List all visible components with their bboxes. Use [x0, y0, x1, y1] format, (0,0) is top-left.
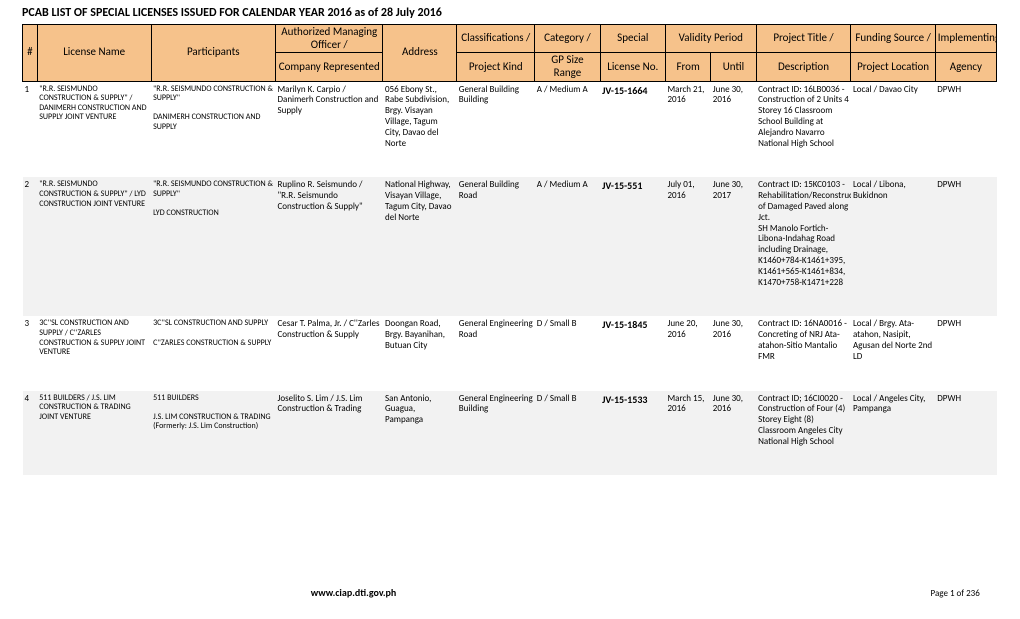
col-fund-top: Funding Source / [851, 25, 935, 53]
col-from: From [665, 53, 710, 81]
cell-special-license: JV-15-1533 [600, 391, 665, 476]
page-title: PCAB LIST OF SPECIAL LICENSES ISSUED FOR… [22, 6, 998, 20]
table-row: 1"R.R. SEISMUNDO CONSTRUCTION & SUPPLY" … [23, 81, 997, 177]
table-body: 1"R.R. SEISMUNDO CONSTRUCTION & SUPPLY" … [23, 81, 997, 475]
col-address: Address [383, 25, 457, 82]
col-special-top: Special [600, 25, 665, 53]
cell-special-license: JV-15-1845 [600, 316, 665, 390]
cell-participants: 3C''SL CONSTRUCTION AND SUPPLY C''ZARLES… [151, 316, 275, 390]
cell-participants: "R.R. SEISMUNDO CONSTRUCTION & SUPPLY" D… [151, 81, 275, 177]
cell-until: June 30, 2016 [711, 391, 756, 476]
cell-agency: DPWH [935, 81, 996, 177]
cell-classification: General Building Road [457, 177, 535, 316]
table-row: 33C''SL CONSTRUCTION AND SUPPLY / C''ZAR… [23, 316, 997, 390]
col-class-top: Classifications / [457, 25, 535, 53]
cell-participants: 511 BUILDERS J.S. LIM CONSTRUCTION & TRA… [151, 391, 275, 476]
cell-classification: General Building Building [457, 81, 535, 177]
col-participants: Participants [151, 25, 275, 82]
cell-license-name: 3C''SL CONSTRUCTION AND SUPPLY / C''ZARL… [37, 316, 151, 390]
table-row: 2"R.R. SEISMUNDO CONSTRUCTION & SUPPLY" … [23, 177, 997, 316]
cell-license-name: 511 BUILDERS / J.S. LIM CONSTRUCTION & T… [37, 391, 151, 476]
license-table: # License Name Participants Authorized M… [22, 24, 997, 475]
cell-classification: General Engineering Road [457, 316, 535, 390]
cell-description: Contract ID: 16NA0016 - Concreting of NR… [756, 316, 851, 390]
col-proj-top: Project Title / [756, 25, 851, 53]
cell-location: Local / Angeles City, Pampanga [851, 391, 935, 476]
cell-from: March 21, 2016 [665, 81, 710, 177]
cell-description: Contract ID: 15KC0103 - Rehabilitation/R… [756, 177, 851, 316]
col-amo-top: Authorized Managing Officer / [275, 25, 383, 53]
col-class-bot: Project Kind [457, 53, 535, 81]
col-license-name: License Name [37, 25, 151, 82]
col-until: Until [711, 53, 756, 81]
cell-from: March 15, 2016 [665, 391, 710, 476]
col-agency-top: Implementing [935, 25, 996, 53]
footer-url: www.ciap.dti.gov.ph [22, 586, 685, 599]
cell-amo: Cesar T. Palma, Jr. / C''Zarles Construc… [275, 316, 383, 390]
cell-until: June 30, 2017 [711, 177, 756, 316]
footer-page-number: Page 1 of 236 [687, 588, 980, 599]
cell-license-name: "R.R. SEISMUNDO CONSTRUCTION & SUPPLY" /… [37, 177, 151, 316]
cell-location: Local / Libona, Bukidnon [851, 177, 935, 316]
cell-agency: DPWH [935, 316, 996, 390]
cell-category: D / Small B [535, 316, 600, 390]
cell-address: 056 Ebony St., Rabe Subdivision, Brgy. V… [383, 81, 457, 177]
cell-category: A / Medium A [535, 177, 600, 316]
page-footer: www.ciap.dti.gov.ph Page 1 of 236 [22, 586, 997, 599]
cell-index: 2 [23, 177, 38, 316]
cell-description: Contract ID: 16LB0036 - Construction of … [756, 81, 851, 177]
cell-special-license: JV-15-551 [600, 177, 665, 316]
cell-index: 3 [23, 316, 38, 390]
cell-address: San Antonio, Guagua, Pampanga [383, 391, 457, 476]
cell-license-name: "R.R. SEISMUNDO CONSTRUCTION & SUPPLY" /… [37, 81, 151, 177]
table-row: 4511 BUILDERS / J.S. LIM CONSTRUCTION & … [23, 391, 997, 476]
col-validity: Validity Period [665, 25, 756, 53]
col-special-bot: License No. [600, 53, 665, 81]
cell-until: June 30, 2016 [711, 316, 756, 390]
table-header: # License Name Participants Authorized M… [23, 25, 997, 82]
col-fund-bot: Project Location [851, 53, 935, 81]
cell-index: 1 [23, 81, 38, 177]
cell-address: National Highway, Visayan Village, Tagum… [383, 177, 457, 316]
col-amo-bot: Company Represented [275, 53, 383, 81]
cell-until: June 30, 2016 [711, 81, 756, 177]
cell-agency: DPWH [935, 391, 996, 476]
cell-category: A / Medium A [535, 81, 600, 177]
col-proj-bot: Description [756, 53, 851, 81]
cell-amo: Marilyn K. Carpio / Danimerh Constructio… [275, 81, 383, 177]
col-agency-bot: Agency [935, 53, 996, 81]
cell-special-license: JV-15-1664 [600, 81, 665, 177]
cell-description: Contract ID; 16CI0020 - Construction of … [756, 391, 851, 476]
cell-location: Local / Davao City [851, 81, 935, 177]
col-cat-bot: GP Size Range [535, 53, 600, 81]
cell-from: June 20, 2016 [665, 316, 710, 390]
col-cat-top: Category / [535, 25, 600, 53]
cell-location: Local / Brgy. Ata-atahon, Nasipit, Agusa… [851, 316, 935, 390]
cell-participants: "R.R. SEISMUNDO CONSTRUCTION & SUPPLY" L… [151, 177, 275, 316]
cell-category: D / Small B [535, 391, 600, 476]
cell-from: July 01, 2016 [665, 177, 710, 316]
cell-index: 4 [23, 391, 38, 476]
cell-address: Doongan Road, Brgy. Bayanihan, Butuan Ci… [383, 316, 457, 390]
cell-amo: Joselito S. Lim / J.S. Lim Construction … [275, 391, 383, 476]
cell-amo: Ruplino R. Seismundo / "R.R. Seismundo C… [275, 177, 383, 316]
col-index: # [23, 25, 38, 82]
cell-agency: DPWH [935, 177, 996, 316]
cell-classification: General Engineering Building [457, 391, 535, 476]
